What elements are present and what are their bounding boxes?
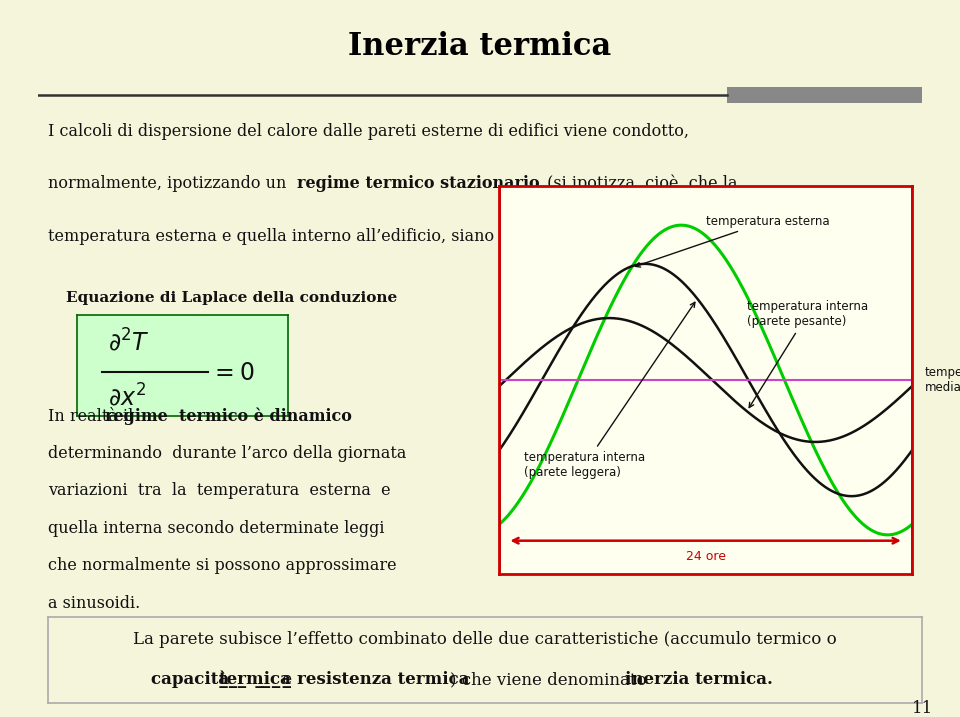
Text: 24 ore: 24 ore <box>685 550 726 563</box>
Text: temperatura esterna e quella interno all’edificio, siano costanti nel tempo).: temperatura esterna e quella interno all… <box>48 228 662 245</box>
Text: $\partial^2 T$: $\partial^2 T$ <box>108 329 150 356</box>
Text: temperatura interna
(parete pesante): temperatura interna (parete pesante) <box>747 300 868 407</box>
Text: a sinusoidi.: a sinusoidi. <box>48 595 140 612</box>
Text: $\partial x^2$: $\partial x^2$ <box>108 384 147 412</box>
Text: temperatura
media: temperatura media <box>924 366 960 394</box>
Text: temperatura interna
(parete leggera): temperatura interna (parete leggera) <box>524 303 695 479</box>
Text: resistenza termica: resistenza termica <box>297 671 469 688</box>
Text: t̲e̲r̲m̲i̲c̲a̲: t̲e̲r̲m̲i̲c̲a̲ <box>220 671 292 688</box>
Text: (si ipotizza, cioè, che la: (si ipotizza, cioè, che la <box>541 175 737 192</box>
Text: regime  termico è dinamico: regime termico è dinamico <box>105 408 351 425</box>
Text: $= 0$: $= 0$ <box>210 361 254 385</box>
Text: normalmente, ipotizzando un: normalmente, ipotizzando un <box>48 175 292 191</box>
Text: ) che viene denominato: ) che viene denominato <box>450 671 652 688</box>
Text: Equazione di Laplace della conduzione: Equazione di Laplace della conduzione <box>65 290 396 305</box>
Text: e: e <box>276 671 298 688</box>
Text: regime termico stazionario: regime termico stazionario <box>297 175 540 191</box>
Text: quella interna secondo determinate leggi: quella interna secondo determinate leggi <box>48 520 385 537</box>
Text: che normalmente si possono approssimare: che normalmente si possono approssimare <box>48 558 396 574</box>
Text: determinando  durante l’arco della giornata: determinando durante l’arco della giorna… <box>48 445 406 462</box>
Text: temperatura esterna: temperatura esterna <box>636 215 829 267</box>
Text: inerzia termica.: inerzia termica. <box>625 671 773 688</box>
FancyBboxPatch shape <box>728 87 922 103</box>
Text: 11: 11 <box>911 700 933 716</box>
Text: La parete subisce l’effetto combinato delle due caratteristiche (accumulo termic: La parete subisce l’effetto combinato de… <box>132 632 837 648</box>
Text: I calcoli di dispersione del calore dalle pareti esterne di edifici viene condot: I calcoli di dispersione del calore dall… <box>48 123 689 140</box>
Text: Inerzia termica: Inerzia termica <box>348 31 612 62</box>
Text: variazioni  tra  la  temperatura  esterna  e: variazioni tra la temperatura esterna e <box>48 483 391 499</box>
Text: capacità: capacità <box>151 670 235 688</box>
Text: In realtà il: In realtà il <box>48 408 138 425</box>
